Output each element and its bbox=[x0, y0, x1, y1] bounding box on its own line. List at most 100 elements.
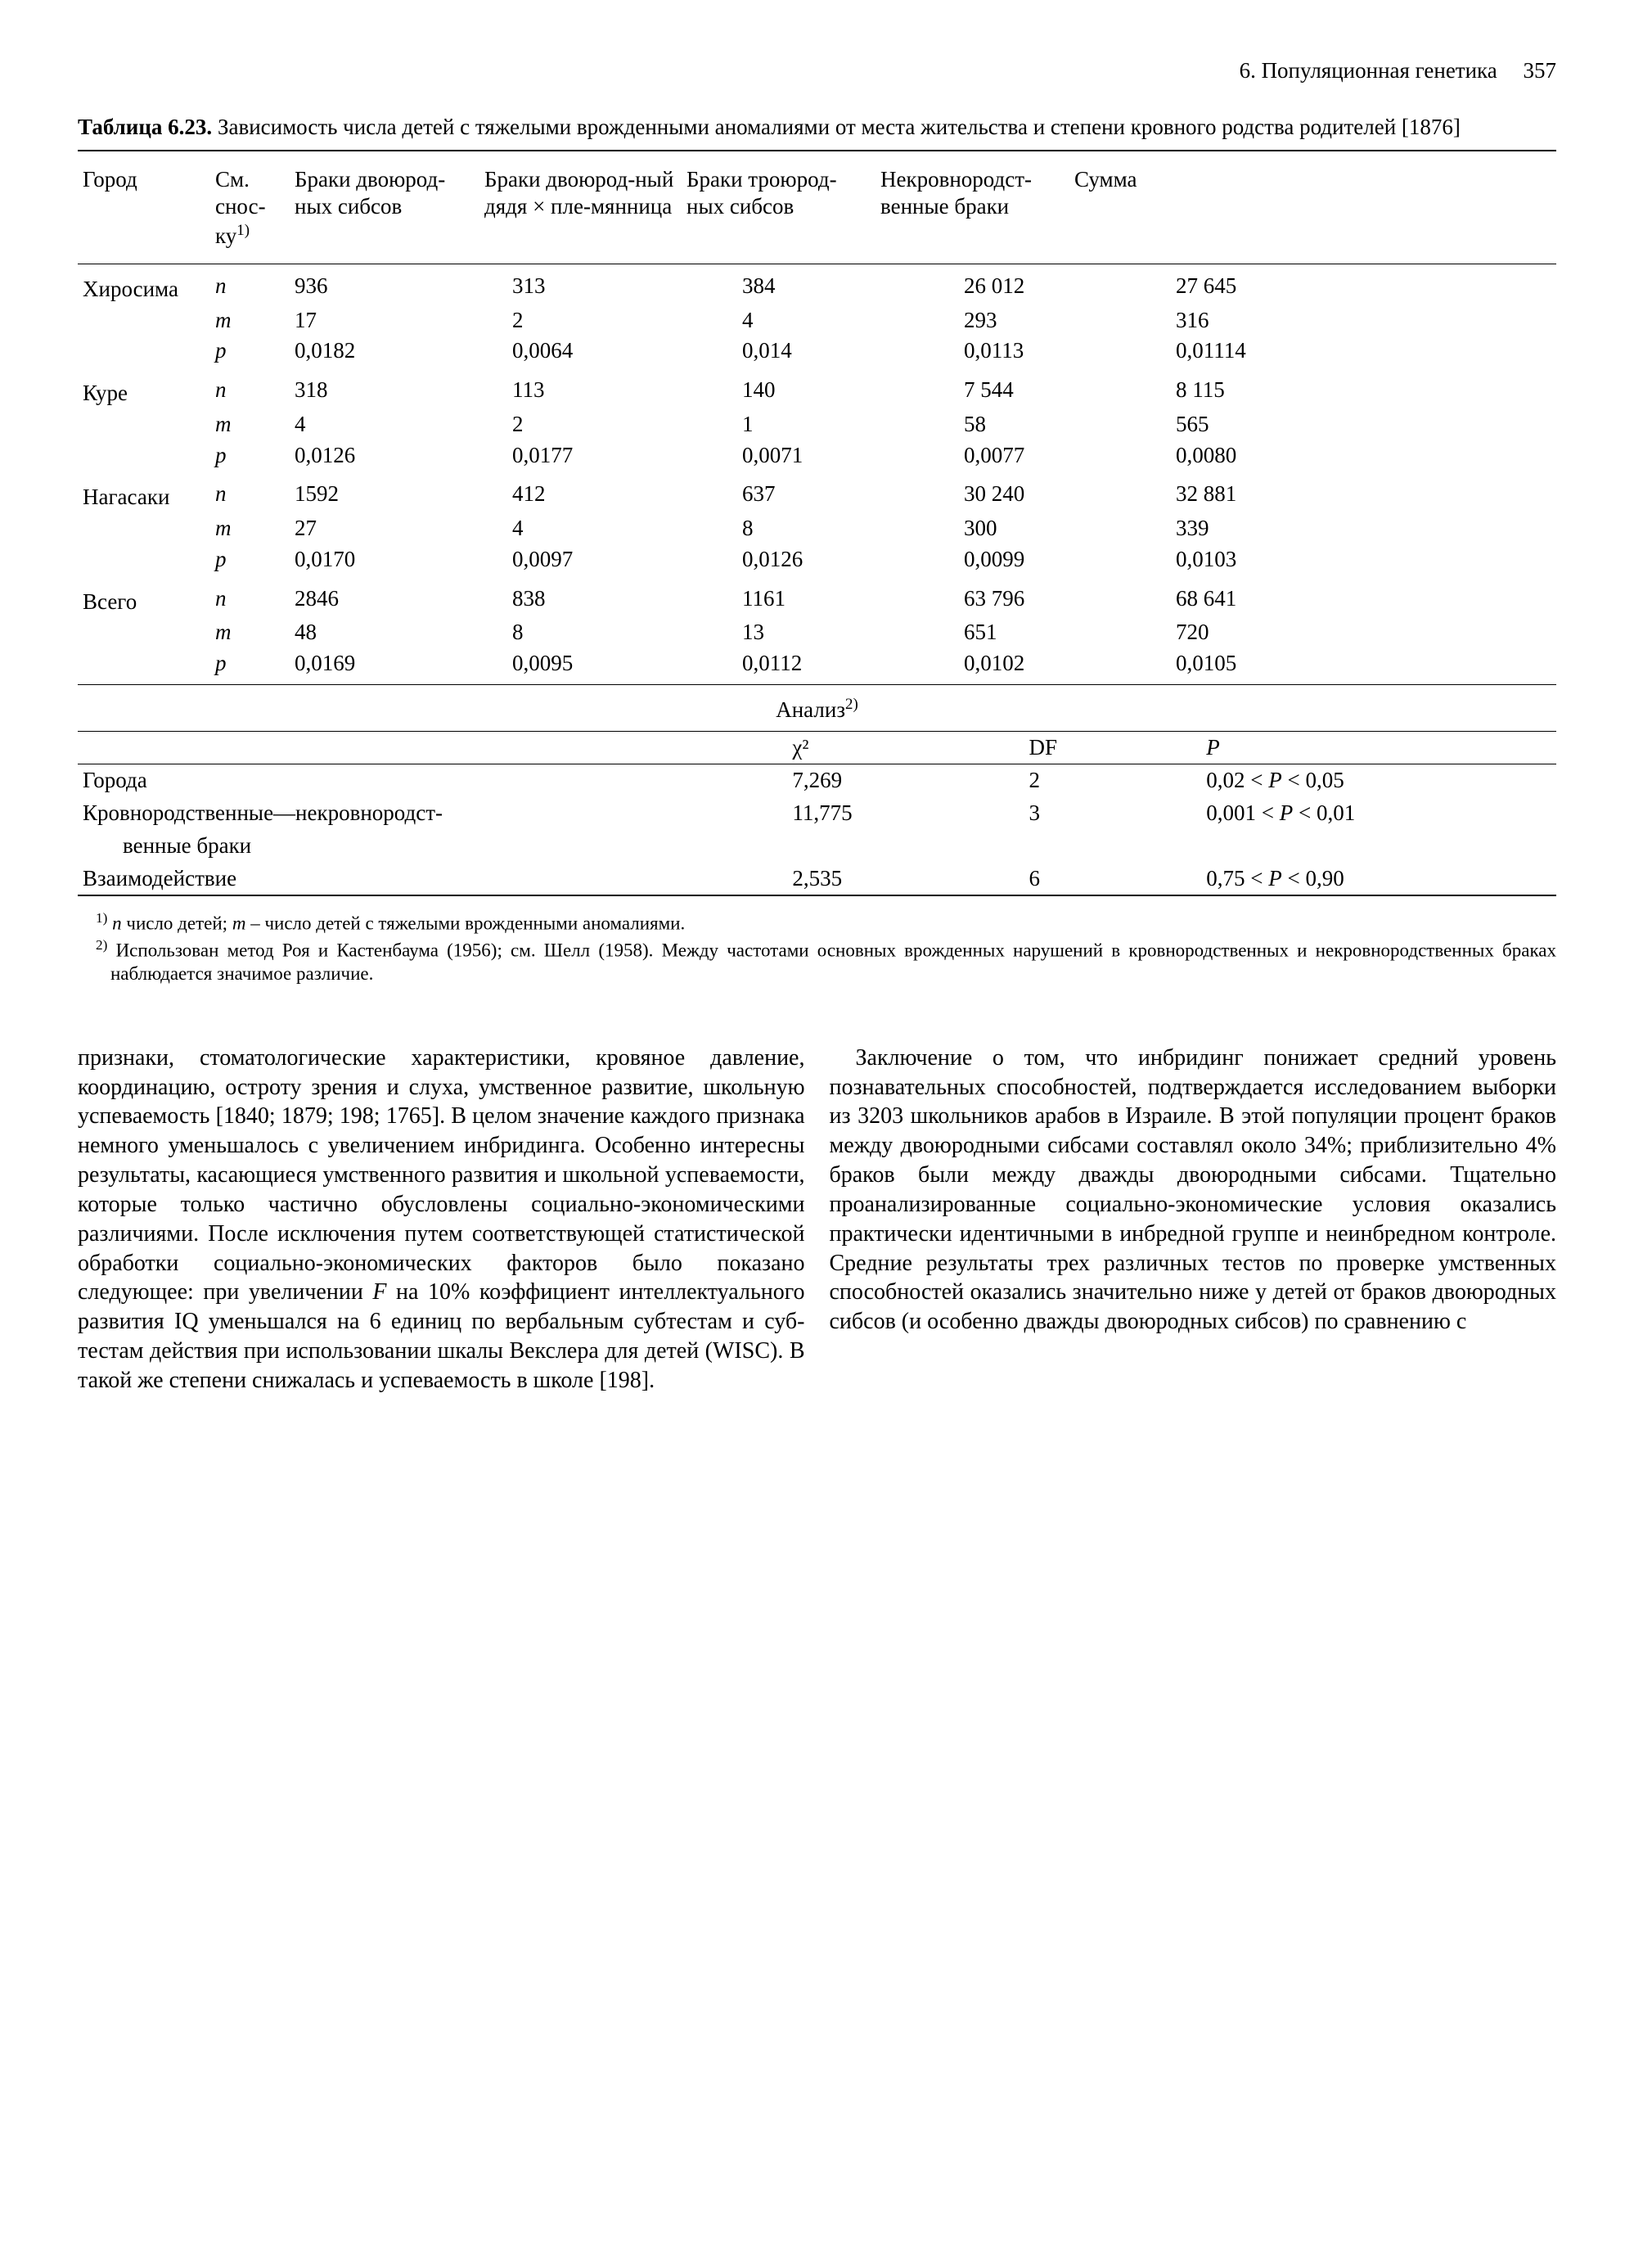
footnote-1-sup: 1) bbox=[96, 910, 107, 926]
table-row: m48813651720 bbox=[78, 617, 1556, 648]
table-row: p0,01700,00970,01260,00990,0103 bbox=[78, 544, 1556, 575]
footnotes: 1) n число детей; m – число детей с тяже… bbox=[78, 909, 1556, 986]
chi2-cell: 11,775 bbox=[787, 797, 1024, 830]
footnote-2-text: Использован метод Роя и Кастенбаума (195… bbox=[107, 940, 1556, 984]
stat-label: p bbox=[210, 648, 290, 679]
value-cell: 13 bbox=[737, 617, 959, 648]
city-cell: Нагасаки bbox=[78, 479, 210, 513]
running-head: 6. Популяционная генетика 357 bbox=[78, 57, 1556, 85]
df-cell: 6 bbox=[1024, 863, 1201, 895]
analysis-label: Города bbox=[78, 764, 787, 797]
col-ref-sup: 1) bbox=[236, 222, 250, 239]
value-cell: 0,0182 bbox=[290, 336, 507, 367]
stat-label: m bbox=[210, 513, 290, 544]
stat-label: p bbox=[210, 336, 290, 367]
value-cell: 313 bbox=[507, 271, 737, 305]
value-cell: 565 bbox=[1171, 409, 1556, 440]
city-cell bbox=[78, 648, 210, 679]
city-cell bbox=[78, 409, 210, 440]
table-row: Куреn3181131407 5448 115 bbox=[78, 375, 1556, 409]
value-cell: 0,0112 bbox=[737, 648, 959, 679]
value-cell: 27 645 bbox=[1171, 271, 1556, 305]
analysis-table: χ² DF P bbox=[78, 732, 1556, 764]
analysis-row: Кровнородственные—некровнородст-11,77530… bbox=[78, 797, 1556, 830]
col-city: Город bbox=[78, 158, 210, 259]
value-cell: 637 bbox=[737, 479, 959, 513]
value-cell: 0,0064 bbox=[507, 336, 737, 367]
value-cell: 293 bbox=[959, 305, 1171, 336]
chi2-cell: 7,269 bbox=[787, 764, 1024, 797]
table-row: Всегоn2846838116163 79668 641 bbox=[78, 584, 1556, 618]
col-df: DF bbox=[1024, 732, 1201, 764]
table-row: m42158565 bbox=[78, 409, 1556, 440]
footnote-2-sup: 2) bbox=[96, 937, 107, 953]
value-cell: 0,0169 bbox=[290, 648, 507, 679]
value-cell: 0,014 bbox=[737, 336, 959, 367]
table-label: Таблица 6.23. bbox=[78, 115, 212, 139]
stat-label: n bbox=[210, 271, 290, 305]
stat-label: n bbox=[210, 584, 290, 618]
value-cell: 316 bbox=[1171, 305, 1556, 336]
analysis-label-cont: венные браки bbox=[78, 830, 787, 863]
value-cell: 0,0103 bbox=[1171, 544, 1556, 575]
body-text: признаки, стоматологические характерис­т… bbox=[78, 1044, 1556, 1396]
value-cell: 0,0071 bbox=[737, 440, 959, 471]
p-cell: 0,001 < P < 0,01 bbox=[1201, 797, 1556, 830]
value-cell: 0,0113 bbox=[959, 336, 1171, 367]
table-row: m2748300339 bbox=[78, 513, 1556, 544]
value-cell: 1161 bbox=[737, 584, 959, 618]
value-cell: 8 bbox=[507, 617, 737, 648]
value-cell: 0,0126 bbox=[737, 544, 959, 575]
stat-label: p bbox=[210, 544, 290, 575]
value-cell: 48 bbox=[290, 617, 507, 648]
value-cell: 2 bbox=[507, 305, 737, 336]
analysis-label: Взаимодействие bbox=[78, 863, 787, 895]
value-cell: 68 641 bbox=[1171, 584, 1556, 618]
value-cell: 8 115 bbox=[1171, 375, 1556, 409]
header-row: Город См. снос-ку1) Браки двоюрод-ных си… bbox=[78, 158, 1556, 259]
city-cell bbox=[78, 440, 210, 471]
value-cell: 58 bbox=[959, 409, 1171, 440]
col-unrelated: Некровнородст-венные браки bbox=[876, 158, 1069, 259]
table-caption: Таблица 6.23. Зависимость числа детей с … bbox=[78, 114, 1556, 142]
stat-label: n bbox=[210, 479, 290, 513]
value-cell: 0,0170 bbox=[290, 544, 507, 575]
city-cell bbox=[78, 544, 210, 575]
table-row: p0,01820,00640,0140,01130,01114 bbox=[78, 336, 1556, 367]
col-p: P bbox=[1201, 732, 1556, 764]
value-cell: 4 bbox=[737, 305, 959, 336]
table-row: Хиросимаn93631338426 01227 645 bbox=[78, 271, 1556, 305]
df-cell: 2 bbox=[1024, 764, 1201, 797]
value-cell: 651 bbox=[959, 617, 1171, 648]
city-cell: Куре bbox=[78, 375, 210, 409]
value-cell: 412 bbox=[507, 479, 737, 513]
rule bbox=[78, 150, 1556, 151]
stat-label: n bbox=[210, 375, 290, 409]
col-p-text: P bbox=[1206, 735, 1220, 760]
value-cell: 339 bbox=[1171, 513, 1556, 544]
value-cell: 26 012 bbox=[959, 271, 1171, 305]
value-cell: 1 bbox=[737, 409, 959, 440]
analysis-title-sup: 2) bbox=[845, 696, 858, 713]
city-cell bbox=[78, 305, 210, 336]
footnote-2: 2) Использован метод Роя и Кастенбаума (… bbox=[110, 936, 1556, 986]
value-cell: 17 bbox=[290, 305, 507, 336]
table-row: p0,01690,00950,01120,01020,0105 bbox=[78, 648, 1556, 679]
table-title: Зависимость числа детей с тяжелыми врожд… bbox=[218, 115, 1461, 139]
paragraph-1: признаки, стоматологические характерис­т… bbox=[78, 1044, 805, 1396]
col-first-cousins: Браки двоюрод-ных сибсов bbox=[290, 158, 479, 259]
analysis-row-cont: венные браки bbox=[78, 830, 1556, 863]
value-cell: 140 bbox=[737, 375, 959, 409]
analysis-head-row: χ² DF P bbox=[78, 732, 1556, 764]
table-row: Нагасакиn159241263730 24032 881 bbox=[78, 479, 1556, 513]
value-cell: 7 544 bbox=[959, 375, 1171, 409]
value-cell: 0,0099 bbox=[959, 544, 1171, 575]
analysis-title: Анализ2) bbox=[78, 685, 1556, 731]
col-uncle-niece: Браки двоюрод-ный дядя × пле-мянница bbox=[479, 158, 682, 259]
stat-label: m bbox=[210, 409, 290, 440]
value-cell: 27 bbox=[290, 513, 507, 544]
stat-label: m bbox=[210, 305, 290, 336]
value-cell: 30 240 bbox=[959, 479, 1171, 513]
value-cell: 300 bbox=[959, 513, 1171, 544]
value-cell: 936 bbox=[290, 271, 507, 305]
